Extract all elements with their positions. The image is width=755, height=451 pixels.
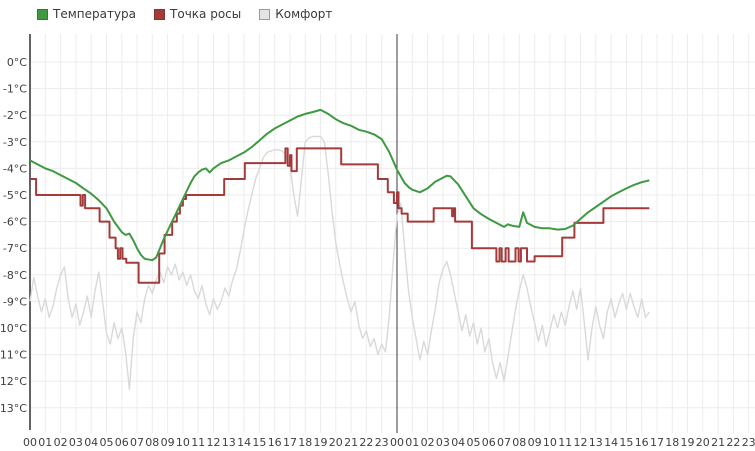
- x-tick-label: 17: [650, 436, 664, 449]
- y-tick-label: -12°C: [0, 375, 27, 388]
- x-tick-label: 19: [314, 436, 328, 449]
- y-tick-label: -10°C: [0, 322, 27, 335]
- x-tick-label: 01: [38, 436, 52, 449]
- x-tick-label: 14: [604, 436, 618, 449]
- x-tick-label: 07: [497, 436, 511, 449]
- y-tick-label: -11°C: [0, 349, 27, 362]
- x-tick-label: 05: [467, 436, 481, 449]
- y-tick-label: -3°C: [3, 136, 27, 149]
- comfort-line: [29, 135, 650, 390]
- x-tick-label: 02: [54, 436, 68, 449]
- x-tick-label: 10: [543, 436, 557, 449]
- x-tick-label: 01: [405, 436, 419, 449]
- y-tick-label: -9°C: [3, 295, 27, 308]
- x-tick-label: 21: [711, 436, 725, 449]
- x-tick-label: 07: [130, 436, 144, 449]
- x-tick-label: 15: [252, 436, 266, 449]
- x-tick-label: 09: [161, 436, 175, 449]
- x-tick-label: 11: [558, 436, 572, 449]
- x-tick-label: 02: [421, 436, 435, 449]
- y-tick-label: -4°C: [3, 162, 27, 175]
- dew-point-swatch-icon: [154, 8, 166, 20]
- x-tick-labels: 00 01 02 03 04 05 06 07 08 09 10 11 12 13 14 15 16 17 18 19…: [23, 436, 755, 449]
- x-tick-label: 14: [237, 436, 251, 449]
- x-tick-label: 13: [589, 436, 603, 449]
- y-tick-label: -7°C: [3, 242, 27, 255]
- series-lines: [29, 108, 650, 390]
- dew-point-line: [30, 147, 650, 284]
- x-tick-label: 22: [359, 436, 373, 449]
- legend-item-temperature[interactable]: Температура: [37, 5, 136, 23]
- y-tick-label: 0°C: [7, 56, 27, 69]
- x-tick-label: 16: [268, 436, 282, 449]
- x-tick-label: 16: [635, 436, 649, 449]
- legend-item-dew-point[interactable]: Точка росы: [154, 5, 241, 23]
- x-tick-label: 22: [726, 436, 740, 449]
- x-tick-label: 03: [69, 436, 83, 449]
- legend-item-comfort[interactable]: Комфорт: [259, 5, 332, 23]
- comfort-swatch-icon: [259, 8, 271, 20]
- x-tick-label: 12: [207, 436, 221, 449]
- temperature-line: [29, 108, 650, 262]
- x-tick-label: 08: [512, 436, 526, 449]
- grid-lines: [29, 34, 755, 433]
- y-tick-label: -1°C: [3, 83, 27, 96]
- y-tick-label: -13°C: [0, 402, 27, 415]
- x-tick-label: 13: [222, 436, 236, 449]
- legend-label-temperature: Температура: [53, 7, 137, 21]
- x-tick-label: 20: [696, 436, 710, 449]
- x-tick-label: 19: [681, 436, 695, 449]
- x-tick-label: 12: [574, 436, 588, 449]
- x-tick-label: 06: [115, 436, 129, 449]
- x-tick-label: 23: [375, 436, 389, 449]
- x-tick-label: 23: [742, 436, 755, 449]
- y-tick-label: -8°C: [3, 269, 27, 282]
- x-tick-label: 20: [329, 436, 343, 449]
- y-tick-label: -2°C: [3, 109, 27, 122]
- y-tick-labels: 0°C -1°C -2°C -3°C -4°C -5°C -6°C -7°C -8°C -9°C -…: [0, 56, 27, 415]
- y-tick-label: -6°C: [3, 216, 27, 229]
- x-tick-label: 08: [145, 436, 159, 449]
- x-tick-label: 21: [344, 436, 358, 449]
- x-tick-label: 04: [451, 436, 465, 449]
- y-tick-label: -5°C: [3, 189, 27, 202]
- legend-label-comfort: Комфорт: [275, 7, 333, 21]
- x-tick-label: 18: [665, 436, 679, 449]
- chart-legend: Температура Точка росы Комфорт: [37, 5, 332, 23]
- x-tick-label: 09: [528, 436, 542, 449]
- x-tick-label: 17: [283, 436, 297, 449]
- x-tick-label: 05: [100, 436, 114, 449]
- x-tick-label: 04: [84, 436, 98, 449]
- x-tick-label: 15: [619, 436, 633, 449]
- x-tick-label: 03: [436, 436, 450, 449]
- x-tick-label: 06: [482, 436, 496, 449]
- x-tick-label: 11: [191, 436, 205, 449]
- x-tick-label: 00: [390, 436, 404, 449]
- x-tick-label: 00: [23, 436, 37, 449]
- legend-label-dew-point: Точка росы: [170, 7, 242, 21]
- temperature-swatch-icon: [37, 8, 48, 20]
- x-tick-label: 18: [298, 436, 312, 449]
- x-tick-label: 10: [176, 436, 190, 449]
